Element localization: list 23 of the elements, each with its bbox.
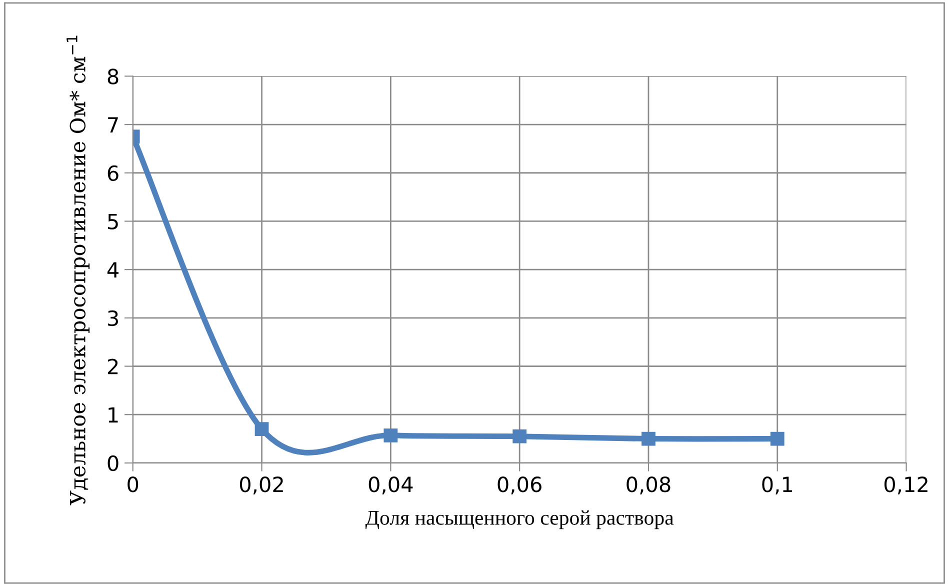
x-tick-label: 0,06 <box>498 476 542 494</box>
x-tick-label: 0,02 <box>240 476 283 494</box>
x-tick-label: 0,04 <box>368 476 413 494</box>
x-tick-label: 0 <box>128 476 138 492</box>
y-tick-label: 0 <box>108 455 118 472</box>
x-tick-label: 0,12 <box>884 476 928 494</box>
point <box>642 432 656 446</box>
y-tick-label: 3 <box>108 310 118 326</box>
y-tick-label: 8 <box>108 68 118 84</box>
y-axis-title: Удельное электросопротивление Ом* см$^{−1}$ <box>66 36 90 506</box>
x-tick-label: 0,08 <box>626 476 670 494</box>
y-tick-label: 2 <box>108 358 118 374</box>
point <box>384 428 398 442</box>
y-tick-label: 6 <box>108 165 118 182</box>
y-tick-label: 7 <box>108 117 118 132</box>
y-tick-label: 1 <box>108 407 118 423</box>
point <box>254 422 269 436</box>
x-axis-title: Доля насыщенного серой раствора <box>365 510 674 530</box>
point <box>512 429 527 444</box>
point <box>770 432 784 446</box>
y-tick-label: 5 <box>108 214 118 230</box>
y-tick-label: 4 <box>107 262 118 278</box>
x-tick-label: 0,1 <box>762 476 792 494</box>
